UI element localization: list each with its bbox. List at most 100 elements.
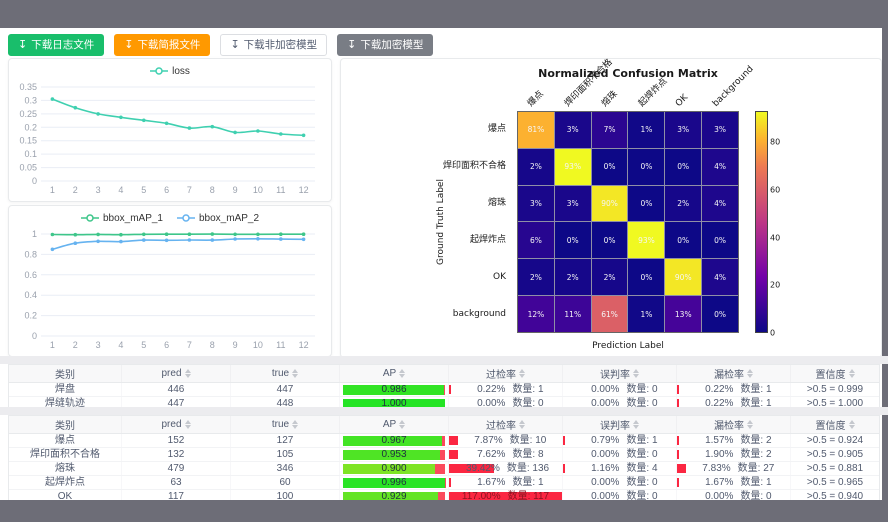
column-header-confidence[interactable]: 置信度	[791, 416, 879, 433]
rate-count: 数量: 0	[740, 491, 772, 502]
sort-caret-icon[interactable]	[519, 369, 525, 378]
heatmap-cell: 93%	[554, 148, 591, 185]
heatmap-cell: 2%	[554, 259, 591, 296]
cell-ap: 0.900	[340, 462, 449, 475]
rate-percent: 0.00%	[477, 398, 506, 409]
column-header-misjudge[interactable]: 误判率	[563, 365, 677, 382]
svg-text:4: 4	[118, 185, 123, 195]
cell-overkill: 39.42% 数量: 136	[449, 462, 563, 475]
column-header-confidence[interactable]: 置信度	[791, 365, 879, 382]
legend-item-loss[interactable]: loss	[150, 66, 190, 77]
heatmap-cell: 3%	[665, 112, 702, 148]
column-header-label: 误判率	[600, 370, 630, 381]
ap-bar-remainder	[441, 435, 445, 446]
heatmap-cell: 3%	[554, 112, 591, 148]
sort-caret-icon[interactable]	[184, 420, 191, 429]
cell-value: >0.5 = 0.905	[806, 449, 864, 460]
rate-percent: 39.42%	[465, 463, 500, 474]
ap-value: 0.967	[381, 435, 407, 446]
column-header-ap[interactable]: AP	[340, 365, 449, 382]
heatmap-cell: 0%	[702, 296, 738, 332]
svg-text:0.25: 0.25	[19, 109, 37, 119]
sort-caret-icon[interactable]	[399, 369, 406, 378]
table-row: 爆点 152 127 0.967 7.87% 数量: 10 0.79% 数量: 1 …	[9, 434, 879, 448]
download-unencrypted-model-button[interactable]: ↧ 下载非加密模型	[220, 34, 328, 56]
sort-caret-icon[interactable]	[633, 420, 639, 429]
column-header-true[interactable]: true	[231, 416, 340, 433]
rate-count: 数量: 2	[740, 435, 772, 446]
rate-percent: 7.87%	[474, 435, 503, 446]
heatmap-row-label: background	[452, 309, 506, 319]
cell-confidence: >0.5 = 1.000	[791, 397, 879, 410]
heatmap-row-label: 起焊炸点	[469, 235, 506, 245]
legend-label: bbox_mAP_2	[199, 212, 260, 224]
ap-value: 0.953	[381, 449, 407, 460]
column-header-overkill[interactable]: 过检率	[449, 365, 563, 382]
heatmap-cell: 3%	[702, 112, 738, 148]
cell-true: 447	[231, 383, 340, 396]
cell-ap: 0.953	[340, 448, 449, 461]
sort-caret-icon[interactable]	[184, 369, 191, 378]
download-unencrypted-model-label: 下载非加密模型	[243, 39, 318, 51]
ap-bar-remainder	[440, 449, 445, 460]
cell-class: OK	[9, 490, 122, 503]
sort-caret-icon[interactable]	[747, 369, 753, 378]
column-header-overkill[interactable]: 过检率	[449, 416, 563, 433]
legend-item-bbox_mAP_1[interactable]: bbox_mAP_1	[80, 213, 163, 224]
download-report-button[interactable]: ↧ 下载简报文件	[114, 34, 211, 56]
cell-value: 446	[167, 384, 185, 395]
column-header-ap[interactable]: AP	[340, 416, 449, 433]
legend-item-bbox_mAP_2[interactable]: bbox_mAP_2	[177, 213, 259, 224]
column-header-label: 过检率	[486, 370, 516, 381]
ap-bar-remainder	[443, 384, 445, 395]
bottom-frame-bar	[0, 500, 888, 522]
rate-bar	[563, 464, 565, 473]
sort-caret-icon[interactable]	[399, 420, 406, 429]
column-header-misjudge[interactable]: 误判率	[563, 416, 677, 433]
sort-caret-icon[interactable]	[633, 369, 639, 378]
sort-caret-icon[interactable]	[519, 420, 525, 429]
heatmap-cell: 90%	[665, 259, 702, 296]
sort-caret-icon[interactable]	[747, 420, 753, 429]
table-row: 焊缝轨迹 447 448 1.000 0.00% 数量: 0 0.00% 数量: 0…	[9, 397, 879, 410]
column-header-true[interactable]: true	[231, 365, 340, 382]
loss-chart-card: loss 0 0.05 0.1 0.15 0.2 0.25 0.3 0.35 1 2 3 4 5 6 7 8 9…	[8, 58, 332, 202]
heatmap-cell: 3%	[518, 185, 554, 222]
sort-caret-icon[interactable]	[848, 369, 855, 378]
download-log-button[interactable]: ↧ 下载日志文件	[8, 34, 105, 56]
rate-count: 数量: 1	[740, 384, 772, 395]
svg-text:9: 9	[233, 340, 238, 350]
loss-chart-legend: loss	[9, 59, 331, 80]
column-header-label: 类别	[55, 421, 75, 432]
rate-count: 数量: 2	[740, 449, 772, 460]
sort-caret-icon[interactable]	[292, 420, 299, 429]
download-encrypted-model-button[interactable]: ↧ 下载加密模型	[337, 34, 434, 56]
metrics-table-2: 类别 pred true AP 过检率 误判率 漏检率 置信度 爆点 152 127 0.967 7…	[8, 415, 880, 504]
heatmap-cell: 93%	[628, 222, 665, 259]
cell-true: 127	[231, 434, 340, 447]
svg-text:0.1: 0.1	[24, 149, 37, 159]
ap-value: 0.900	[381, 463, 407, 474]
column-header-miss[interactable]: 漏检率	[677, 365, 791, 382]
metrics-table-1: 类别 pred true AP 过检率 误判率 漏检率 置信度 焊盘 446 447 0.986 0…	[8, 364, 880, 411]
cell-value: 63	[170, 477, 182, 488]
toolbar: ↧ 下载日志文件 ↧ 下载简报文件 ↧ 下载非加密模型 ↧ 下载加密模型	[8, 34, 434, 56]
sort-caret-icon[interactable]	[292, 369, 299, 378]
column-header-pred[interactable]: pred	[122, 365, 231, 382]
heatmap-cell: 4%	[702, 259, 738, 296]
cell-miss: 1.67% 数量: 1	[677, 476, 791, 489]
column-header-miss[interactable]: 漏检率	[677, 416, 791, 433]
rate-count: 数量: 1	[626, 435, 658, 446]
rate-count: 数量: 136	[506, 463, 550, 474]
svg-text:4: 4	[118, 340, 123, 350]
rate-percent: 1.67%	[477, 477, 506, 488]
cell-value: 起焊炸点	[45, 477, 85, 488]
cell-class: 焊盘	[9, 383, 122, 396]
cell-value: 焊印面积不合格	[30, 449, 100, 460]
cell-miss: 1.57% 数量: 2	[677, 434, 791, 447]
sort-caret-icon[interactable]	[848, 420, 855, 429]
column-header-pred[interactable]: pred	[122, 416, 231, 433]
cell-pred: 63	[122, 476, 231, 489]
cell-pred: 479	[122, 462, 231, 475]
colorbar-tick: 40	[770, 233, 781, 242]
